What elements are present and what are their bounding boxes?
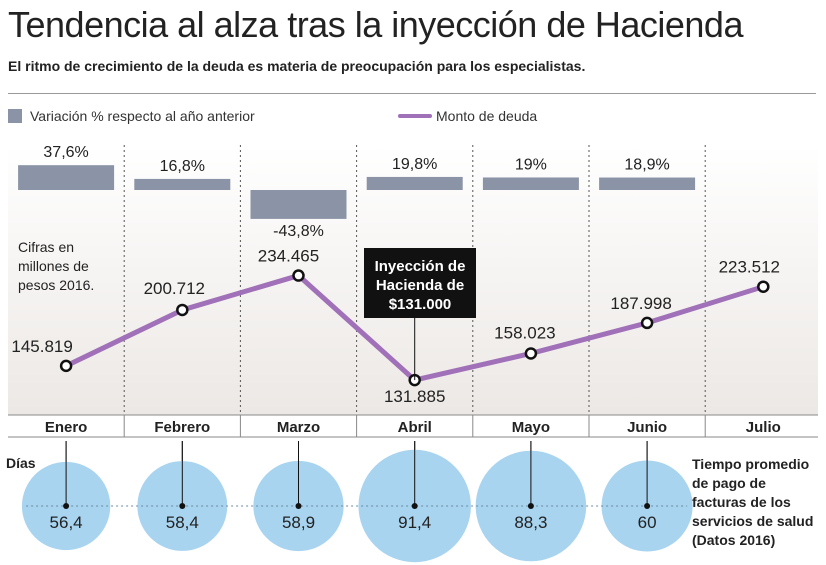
month-label: Mayo — [512, 419, 550, 436]
variation-label: -43,8% — [273, 223, 324, 240]
days-value-label: 88,3 — [514, 513, 547, 532]
variation-label: 18,9% — [624, 157, 669, 174]
debt-value-label: 187.998 — [610, 294, 671, 313]
bubble-dot — [63, 503, 70, 509]
units-note: Cifras en millones de pesos 2016. — [18, 239, 95, 293]
legend-bar-swatch — [8, 109, 22, 123]
legend-bar-label: Variación % respecto al año anterior — [30, 108, 255, 124]
days-value-label: 58,4 — [166, 513, 199, 532]
title-divider — [8, 93, 816, 94]
bubble-dot — [527, 503, 534, 509]
annotation-text: Hacienda de — [376, 277, 464, 294]
bubble-dot — [644, 503, 651, 509]
debt-point — [640, 316, 654, 330]
month-label: Abril — [398, 419, 432, 436]
variation-bar — [18, 165, 115, 190]
days-value-label: 91,4 — [398, 513, 431, 532]
variation-label: 19% — [515, 156, 547, 173]
days-value-label: 60 — [638, 513, 657, 532]
variation-label: 37,6% — [43, 144, 88, 161]
legend-line-label: Monto de deuda — [436, 108, 538, 124]
bubble-dot — [179, 503, 186, 509]
debt-point — [524, 347, 538, 360]
page-title: Tendencia al alza tras la inyección de H… — [8, 4, 743, 45]
debt-value-label: 200.712 — [144, 279, 205, 298]
debt-point — [292, 269, 305, 282]
variation-bar — [482, 177, 579, 190]
legend-bars: Variación % respecto al año anterior — [8, 108, 255, 124]
days-value-label: 56,4 — [50, 513, 83, 532]
debt-value-label: 234.465 — [258, 247, 319, 266]
month-label: Junio — [627, 419, 667, 436]
debt-value-label: 158.023 — [494, 323, 555, 342]
variation-bar — [366, 176, 463, 190]
legend-line-swatch — [398, 114, 432, 118]
variation-bar — [250, 190, 347, 219]
debt-value-label: 223.512 — [719, 258, 780, 277]
month-label: Marzo — [277, 419, 320, 436]
debt-value-label: 131.885 — [384, 387, 445, 406]
page-subtitle: El ritmo de crecimiento de la deuda es m… — [8, 58, 586, 74]
annotation-text: Inyección de — [375, 258, 466, 275]
annotation-text: $131.000 — [389, 296, 452, 313]
variation-label: 19,8% — [392, 156, 437, 173]
month-label: Enero — [45, 419, 88, 436]
debt-value-label: 145.819 — [11, 337, 72, 356]
variation-label: 16,8% — [160, 158, 205, 175]
days-value-label: 58,9 — [282, 513, 315, 532]
month-label: Febrero — [154, 419, 210, 436]
variation-bar — [599, 177, 696, 190]
debt-point — [176, 303, 189, 317]
variation-bar — [134, 178, 231, 190]
bubble-dot — [295, 503, 302, 509]
month-label: Julio — [746, 419, 781, 436]
debt-point — [59, 359, 73, 373]
annotation-box — [364, 248, 476, 318]
payment-time-label: Tiempo promedio de pago de facturas de l… — [692, 456, 814, 548]
days-label: Días — [6, 455, 36, 471]
debt-point — [757, 280, 770, 293]
bubble-dot — [411, 503, 418, 509]
legend-line: Monto de deuda — [398, 108, 537, 124]
